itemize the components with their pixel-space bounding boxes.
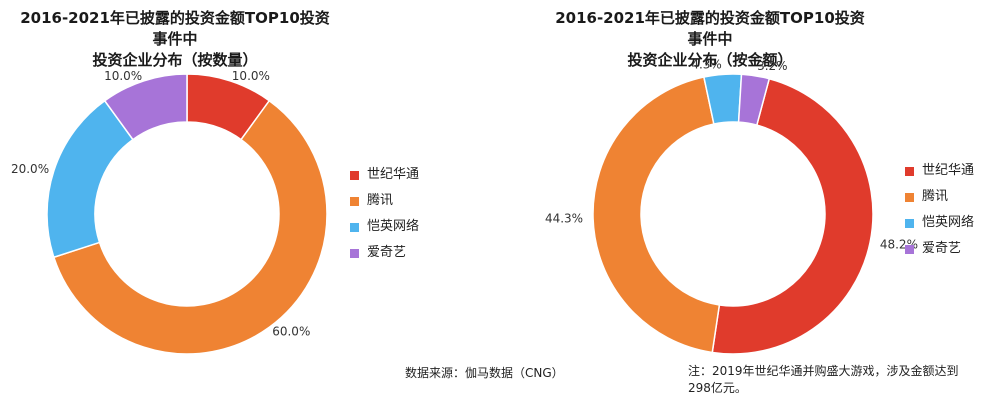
legend-swatch: [350, 222, 359, 232]
data-label: 10.0%: [104, 69, 142, 83]
legend: 世纪华通 腾讯 恺英网络 爱奇艺: [350, 162, 419, 266]
legend-item: 爱奇艺: [905, 236, 974, 262]
donut-slice-爱奇艺: [103, 73, 188, 141]
legend-item: 恺英网络: [350, 214, 419, 240]
chart-panel-count: 2016-2021年已披露的投资金额TOP10投资事件中 投资企业分布（按数量）…: [0, 0, 500, 360]
chart-title-line-1: 2016-2021年已披露的投资金额TOP10投资事件中: [555, 9, 865, 48]
legend-item: 恺英网络: [905, 210, 974, 236]
legend-label: 爱奇艺: [367, 245, 407, 260]
donut-slice-腾讯: [592, 76, 721, 354]
legend-swatch: [350, 196, 359, 206]
donut-slice-爱奇艺: [737, 73, 771, 127]
legend-swatch: [905, 218, 914, 228]
legend: 世纪华通 腾讯 恺英网络 爱奇艺: [905, 158, 974, 262]
legend-item: 世纪华通: [905, 158, 974, 184]
legend-label: 腾讯: [922, 189, 949, 204]
legend-swatch: [350, 170, 359, 180]
legend-label: 恺英网络: [367, 219, 420, 234]
data-label: 60.0%: [272, 324, 310, 338]
legend-swatch: [905, 192, 914, 202]
donut-slice-恺英网络: [46, 99, 134, 259]
legend-swatch: [350, 248, 359, 258]
legend-label: 恺英网络: [922, 215, 975, 230]
data-label: 4.3%: [691, 57, 722, 71]
legend-label: 世纪华通: [367, 167, 420, 182]
legend-swatch: [905, 166, 914, 176]
legend-swatch: [905, 244, 914, 254]
donut-chart-count: 10.0% 60.0% 20.0% 10.0%: [11, 69, 328, 355]
legend-item: 腾讯: [905, 184, 974, 210]
legend-item: 爱奇艺: [350, 240, 419, 266]
chart-title: 2016-2021年已披露的投资金额TOP10投资事件中 投资企业分布（按数量）: [20, 8, 330, 71]
legend-label: 世纪华通: [922, 163, 975, 178]
data-label: 3.2%: [757, 59, 788, 73]
donut-slice-腾讯: [52, 99, 328, 355]
legend-label: 腾讯: [367, 193, 394, 208]
legend-item: 腾讯: [350, 188, 419, 214]
chart-title: 2016-2021年已披露的投资金额TOP10投资事件中 投资企业分布（按金额）: [555, 8, 865, 71]
donut-slice-世纪华通: [711, 77, 874, 355]
chart-title-line-2: 投资企业分布（按金额）: [627, 51, 793, 69]
chart-title-line-2: 投资企业分布（按数量）: [92, 51, 258, 69]
legend-label: 爱奇艺: [922, 241, 962, 256]
data-source: 数据来源：伽马数据（CNG）: [405, 366, 564, 380]
legend-item: 世纪华通: [350, 162, 419, 188]
data-label: 44.3%: [545, 212, 583, 226]
donut-chart-amount: 48.2%44.3%4.3% 3.2%: [545, 57, 918, 355]
chart-title-line-1: 2016-2021年已披露的投资金额TOP10投资事件中: [20, 9, 330, 48]
data-label: 10.0%: [232, 69, 270, 83]
chart-panel-amount: 2016-2021年已披露的投资金额TOP10投资事件中 投资企业分布（按金额）…: [500, 0, 1000, 360]
chart-note: 注：2019年世纪华通并购盛大游戏，涉及金额达到298亿元。: [688, 364, 959, 395]
data-label: 20.0%: [11, 162, 49, 176]
